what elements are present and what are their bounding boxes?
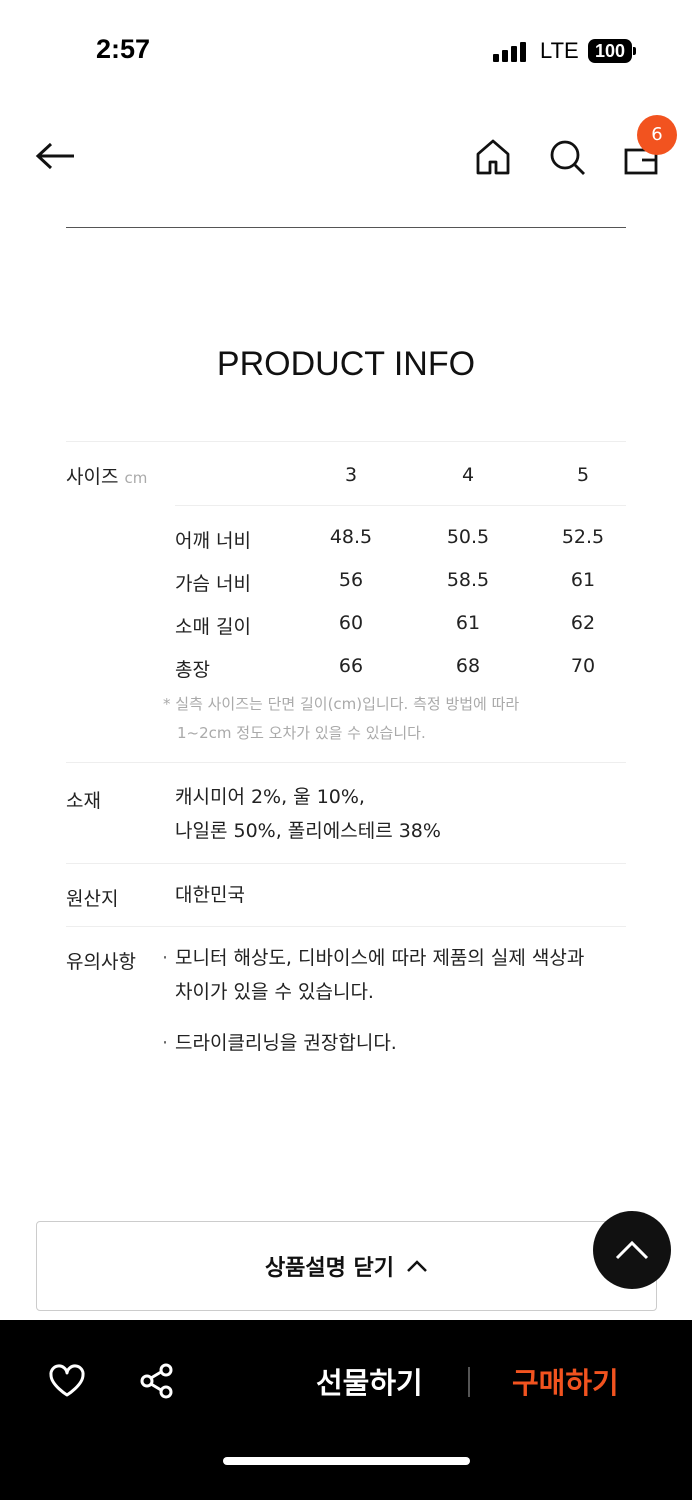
- cart-count-badge: 6: [637, 115, 677, 155]
- chevron-up-icon: [407, 1260, 427, 1272]
- size-label-text: 사이즈: [66, 466, 119, 488]
- caution-label: 유의사항: [66, 951, 136, 973]
- share-icon[interactable]: [138, 1362, 176, 1400]
- material-label: 소재: [66, 790, 101, 812]
- search-icon[interactable]: [548, 138, 588, 178]
- cell: 61: [570, 569, 596, 591]
- row-label: 어깨 너비: [175, 530, 251, 552]
- row-label: 소매 길이: [175, 616, 251, 638]
- close-description-label: 상품설명 닫기: [264, 1256, 395, 1281]
- top-nav: [0, 130, 692, 190]
- shopping-bag-icon[interactable]: [622, 138, 660, 176]
- row-label: 가슴 너비: [175, 573, 251, 595]
- caution-line: 차이가 있을 수 있습니다.: [175, 981, 374, 1003]
- home-indicator: [223, 1457, 470, 1465]
- size-header: 5: [576, 464, 590, 486]
- status-bar: 2:57 LTE 100: [0, 0, 692, 100]
- divider: [66, 926, 626, 927]
- material-line: 캐시미어 2%, 울 10%,: [175, 786, 365, 808]
- cell: 50.5: [446, 526, 490, 548]
- cell: 56: [338, 569, 364, 591]
- divider: [66, 863, 626, 864]
- caution-line: 드라이클리닝을 권장합니다.: [175, 1032, 397, 1054]
- row-label: 총장: [175, 659, 210, 681]
- size-note: * 실측 사이즈는 단면 길이(cm)입니다. 측정 방법에 따라 1~2cm …: [163, 690, 519, 748]
- cell: 48.5: [329, 526, 373, 548]
- separator: [468, 1367, 470, 1397]
- cell: 66: [338, 655, 364, 677]
- caution-line: 모니터 해상도, 디바이스에 따라 제품의 실제 색상과: [175, 947, 585, 969]
- unit-label: cm: [124, 469, 148, 487]
- cell: 58.5: [446, 569, 490, 591]
- cell: 68: [455, 655, 481, 677]
- scroll-to-top-button[interactable]: [593, 1211, 671, 1289]
- close-description-button[interactable]: 상품설명 닫기: [36, 1221, 657, 1311]
- signal-icon: [493, 42, 526, 62]
- caution-item: · 드라이클리닝을 권장합니다.: [162, 1026, 397, 1060]
- cell: 62: [570, 612, 596, 634]
- divider: [175, 505, 626, 506]
- size-header: 3: [344, 464, 358, 486]
- material-line: 나일론 50%, 폴리에스테르 38%: [175, 820, 441, 842]
- page-title: PRODUCT INFO: [216, 345, 476, 383]
- home-icon[interactable]: [475, 138, 511, 176]
- battery-icon: 100: [588, 39, 636, 63]
- divider: [66, 762, 626, 763]
- size-header: 4: [461, 464, 475, 486]
- cell: 70: [570, 655, 596, 677]
- chevron-up-icon: [615, 1240, 649, 1260]
- caution-item: · 모니터 해상도, 디바이스에 따라 제품의 실제 색상과 차이가 있을 수 …: [162, 941, 585, 1009]
- origin-value: 대한민국: [175, 884, 245, 906]
- cell: 52.5: [561, 526, 605, 548]
- heart-icon[interactable]: [48, 1364, 86, 1398]
- divider: [66, 441, 626, 442]
- status-time: 2:57: [96, 34, 151, 64]
- material-value: 캐시미어 2%, 울 10%, 나일론 50%, 폴리에스테르 38%: [175, 780, 441, 848]
- divider: [66, 227, 626, 228]
- bottom-action-bar: 선물하기 구매하기: [0, 1320, 692, 1500]
- buy-button[interactable]: 구매하기: [512, 1366, 619, 1400]
- origin-label: 원산지: [66, 888, 119, 910]
- gift-button[interactable]: 선물하기: [316, 1366, 423, 1400]
- cell: 61: [455, 612, 481, 634]
- size-label: 사이즈 cm: [66, 462, 147, 489]
- note-line: 1~2cm 정도 오차가 있을 수 있습니다.: [177, 724, 426, 742]
- network-type: LTE: [540, 38, 579, 63]
- note-line: * 실측 사이즈는 단면 길이(cm)입니다. 측정 방법에 따라: [163, 695, 520, 713]
- back-arrow-icon[interactable]: [34, 140, 78, 172]
- cell: 60: [338, 612, 364, 634]
